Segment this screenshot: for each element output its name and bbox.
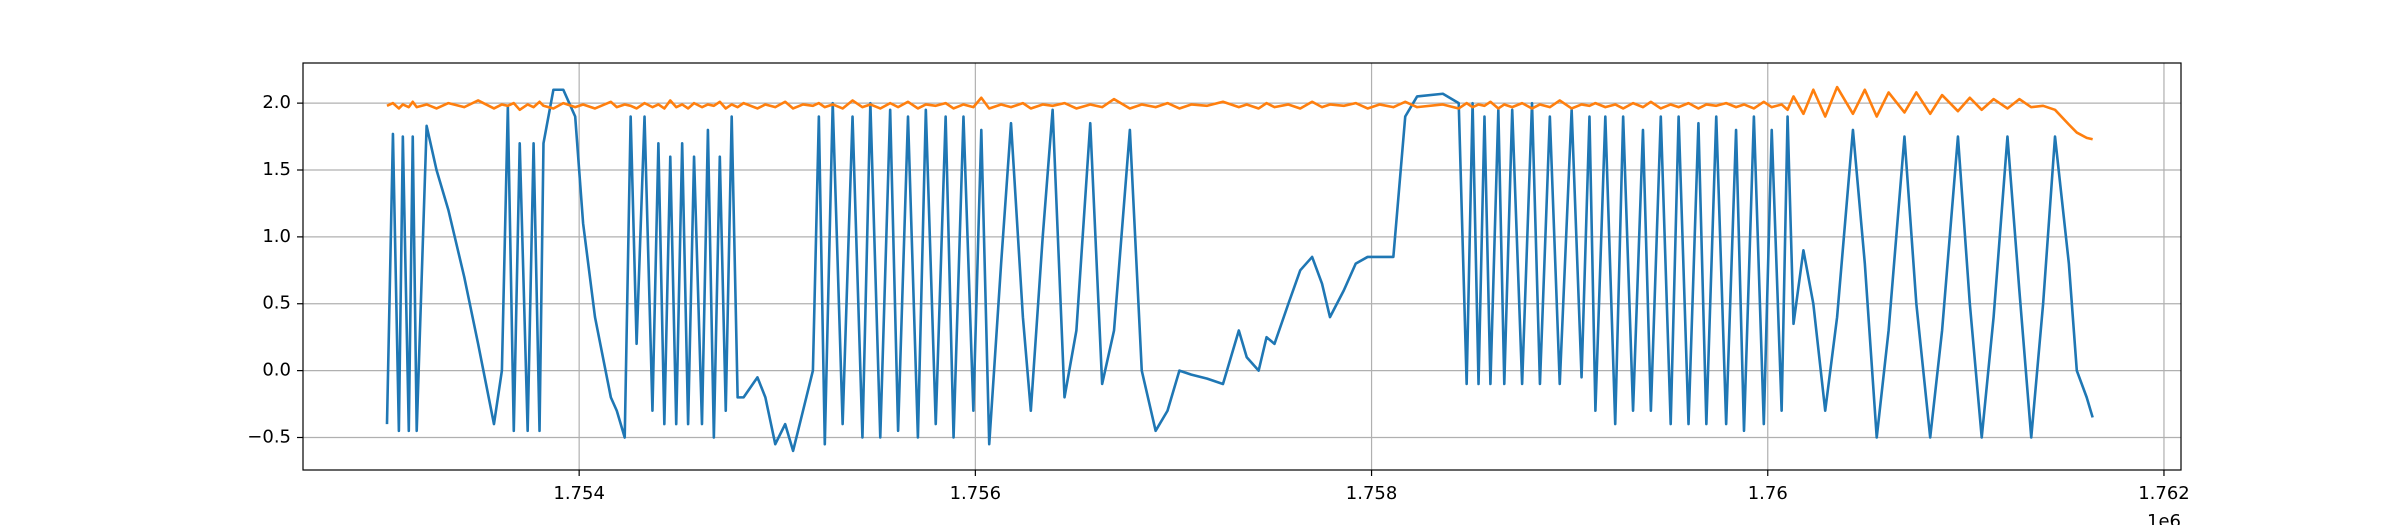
series-line <box>385 88 2094 453</box>
axes-frame <box>302 62 2182 471</box>
y-tick-label: 0.0 <box>262 360 291 381</box>
x-tick-label: 1.758 <box>1346 483 1398 504</box>
x-tick-label: 1.76 <box>1748 483 1788 504</box>
x-offset-text: 1e6 <box>2147 511 2181 525</box>
series-line <box>386 85 2093 141</box>
y-tick-label: 2.0 <box>262 92 291 113</box>
y-tick-label: −0.5 <box>247 426 291 447</box>
y-tick-label: 1.0 <box>262 226 291 247</box>
x-tick-label: 1.762 <box>2138 483 2190 504</box>
y-tick-label: 1.5 <box>262 159 291 180</box>
x-tick-label: 1.756 <box>950 483 1002 504</box>
x-tick-label: 1.754 <box>553 483 605 504</box>
y-tick-label: 0.5 <box>262 293 291 314</box>
